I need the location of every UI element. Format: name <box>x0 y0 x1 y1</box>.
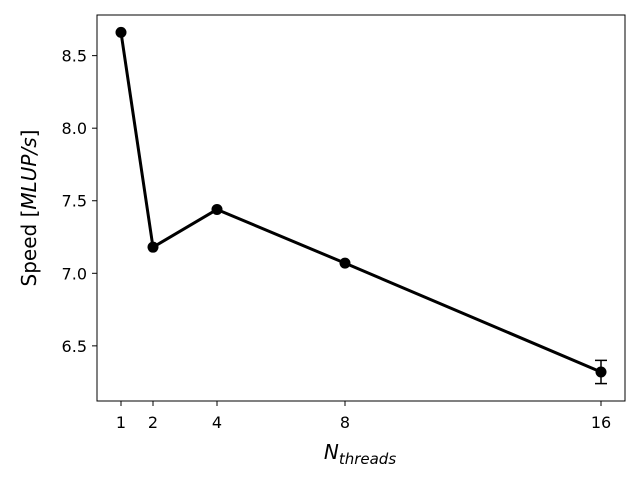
x-axis-label-base: N <box>324 440 339 464</box>
data-point <box>211 203 223 215</box>
x-axis-ticks: 1 2 4 8 16 <box>116 401 611 432</box>
x-tick-label: 8 <box>340 413 350 432</box>
data-point <box>595 366 607 378</box>
data-point <box>147 241 159 253</box>
y-axis-label-suffix: ] <box>17 130 41 138</box>
x-tick-label: 4 <box>212 413 222 432</box>
y-tick-label: 7.5 <box>62 192 87 211</box>
data-point <box>339 257 351 269</box>
data-point <box>115 26 127 38</box>
y-axis-ticks: 6.5 7.0 7.5 8.0 8.5 <box>62 47 97 356</box>
y-axis-label: Speed [MLUP/s] <box>17 130 41 287</box>
y-tick-label: 8.5 <box>62 47 87 66</box>
x-tick-label: 1 <box>116 413 126 432</box>
y-tick-label: 7.0 <box>62 264 87 283</box>
y-tick-label: 6.5 <box>62 337 87 356</box>
x-tick-label: 2 <box>148 413 158 432</box>
x-axis-label: Nthreads <box>324 440 396 468</box>
y-axis-label-unit: MLUP/s <box>17 137 41 209</box>
y-tick-label: 8.0 <box>62 119 87 138</box>
x-tick-label: 16 <box>591 413 611 432</box>
y-axis-label-prefix: Speed [ <box>17 210 41 287</box>
x-axis-label-subscript: threads <box>339 450 396 468</box>
chart-marks <box>115 26 607 385</box>
plot-frame <box>96 14 626 402</box>
